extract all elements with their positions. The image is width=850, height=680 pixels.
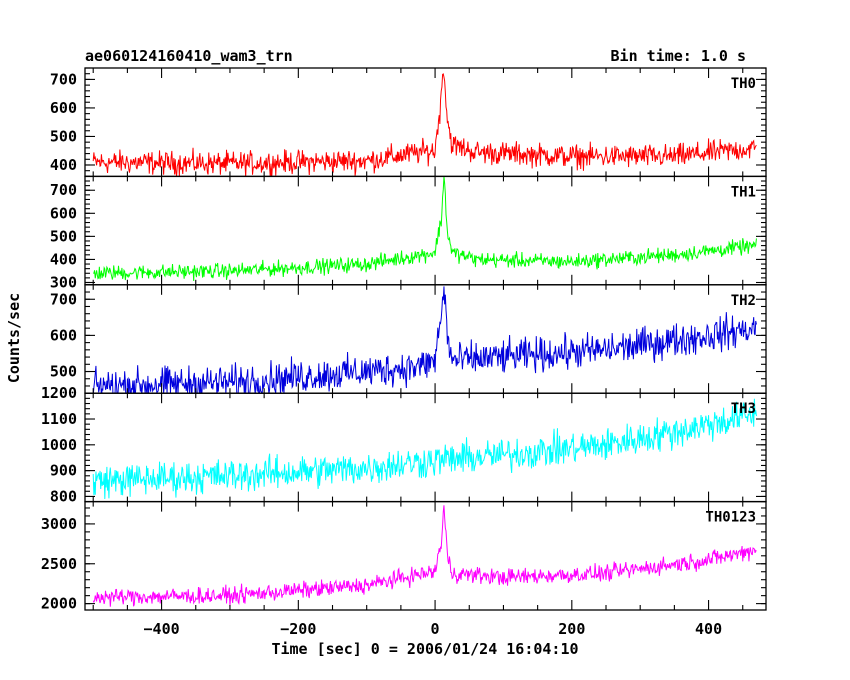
y-tick-label: 2500	[41, 555, 77, 573]
y-tick-label: 800	[50, 487, 77, 505]
y-tick-label: 400	[50, 250, 77, 268]
panel-label-th0: TH0	[731, 76, 756, 92]
panel-th0123: 2000 2500 3000 TH0123	[41, 500, 767, 613]
x-tick-label: 0	[431, 620, 440, 638]
series-line-th1	[93, 176, 757, 281]
y-tick-label: 300	[50, 273, 77, 291]
x-tick-label: 400	[695, 620, 722, 638]
panel-label-th2: TH2	[731, 293, 756, 309]
y-tick-label: 600	[50, 326, 77, 344]
series-line-th3	[92, 398, 757, 499]
y-tick-label: 500	[50, 363, 77, 381]
y-tick-label: 2000	[41, 595, 77, 613]
chart-title-left: ae060124160410_wam3_trn	[85, 47, 293, 65]
x-tick-label: −200	[280, 620, 316, 638]
y-tick-label: 700	[50, 181, 77, 199]
chart-title-right: Bin time: 1.0 s	[611, 47, 746, 65]
y-tick-label: 1200	[41, 384, 77, 402]
x-tick-label: −400	[144, 620, 180, 638]
x-tick-label: 200	[558, 620, 585, 638]
y-tick-label: 600	[50, 204, 77, 222]
panel-th0: 400 500 600 700 TH0	[50, 67, 767, 178]
x-axis-label: Time [sec] 0 = 2006/01/24 16:04:10	[271, 640, 578, 658]
panel-frame	[84, 67, 767, 178]
series-line-th0123	[92, 505, 757, 607]
y-tick-label: 700	[50, 290, 77, 308]
y-tick-label: 900	[50, 462, 77, 480]
panels-group: 400 500 600 700 TH0 300 400 500 600 700 TH1 500 600 7…	[41, 67, 767, 613]
y-tick-label: 1100	[41, 410, 77, 428]
panel-th3: 800 900 1000 1100 1200 TH3	[41, 384, 767, 505]
panel-frame	[84, 284, 767, 394]
panel-label-th3: TH3	[731, 401, 756, 417]
x-axis: −400 −200 0 200 400	[144, 620, 723, 638]
panel-label-th1: TH1	[731, 184, 756, 200]
y-tick-label: 1000	[41, 436, 77, 454]
series-line-th0	[92, 73, 757, 177]
series-line-th2	[92, 286, 757, 394]
panel-frame	[84, 392, 767, 503]
panel-th2: 500 600 700 TH2	[50, 284, 767, 394]
panel-frame	[84, 500, 767, 611]
y-tick-label: 500	[50, 127, 77, 145]
panel-label-th0123: TH0123	[705, 510, 756, 526]
y-tick-label: 700	[50, 70, 77, 88]
panel-th1: 300 400 500 600 700 TH1	[50, 175, 767, 291]
y-tick-label: 500	[50, 227, 77, 245]
y-axis-label: Counts/sec	[5, 293, 23, 383]
y-tick-label: 400	[50, 156, 77, 174]
y-tick-label: 600	[50, 99, 77, 117]
y-tick-label: 3000	[41, 515, 77, 533]
